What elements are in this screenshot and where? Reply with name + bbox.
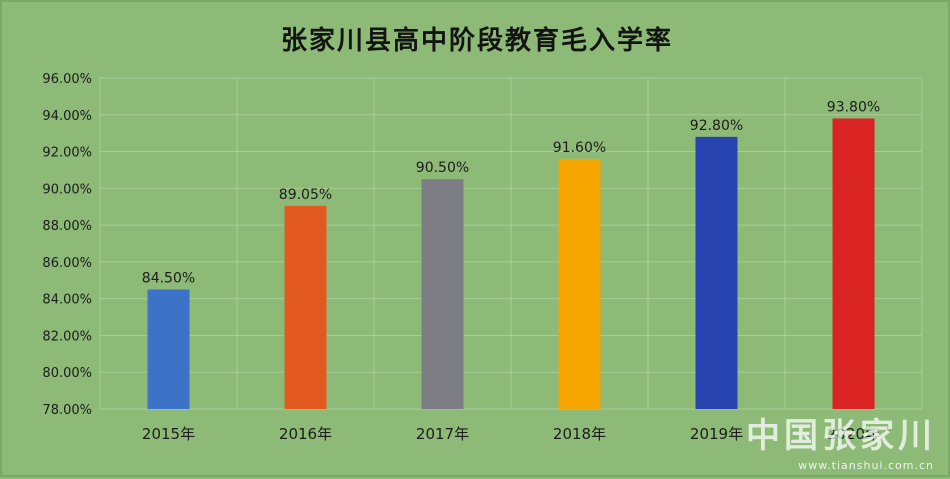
data-label: 89.05% [279, 187, 332, 203]
x-tick-label: 2020年 [827, 425, 880, 443]
y-tick-label: 84.00% [42, 293, 92, 308]
y-tick-label: 96.00% [42, 72, 92, 87]
y-tick-label: 82.00% [42, 329, 92, 344]
chart-title: 张家川县高中阶段教育毛入学率 [280, 26, 673, 56]
y-tick-label: 88.00% [42, 219, 92, 234]
bar-2016年 [284, 205, 327, 409]
watermark-url: www.tianshui.com.cn [798, 459, 934, 472]
data-label: 90.50% [416, 160, 469, 176]
data-label: 84.50% [142, 270, 195, 286]
x-tick-label: 2019年 [690, 425, 743, 443]
x-tick-label: 2015年 [142, 425, 195, 443]
bar-2017年 [421, 179, 464, 409]
y-tick-label: 90.00% [42, 182, 92, 197]
watermark-logo: 中国张家川 [746, 416, 936, 456]
y-tick-label: 86.00% [42, 256, 92, 271]
y-tick-label: 94.00% [42, 109, 92, 124]
x-tick-label: 2018年 [553, 425, 606, 443]
y-tick-label: 78.00% [42, 403, 92, 418]
bar-2019年 [695, 136, 738, 409]
data-label: 93.80% [827, 99, 880, 115]
bar-2018年 [558, 158, 601, 409]
x-tick-label: 2017年 [416, 425, 469, 443]
y-tick-label: 92.00% [42, 146, 92, 161]
data-label: 91.60% [553, 140, 606, 156]
y-tick-label: 80.00% [42, 366, 92, 381]
data-label: 92.80% [690, 118, 743, 134]
x-tick-label: 2016年 [279, 425, 332, 443]
bar-2015年 [147, 289, 190, 409]
bar-2020年 [832, 118, 875, 409]
